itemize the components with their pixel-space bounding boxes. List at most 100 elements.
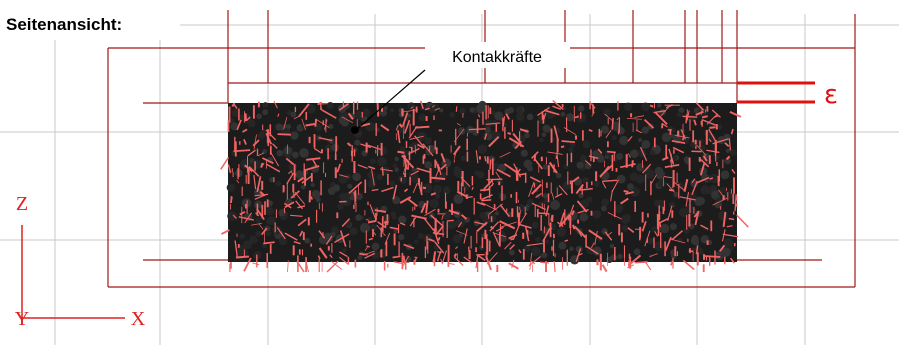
particle: [365, 122, 375, 132]
particle: [251, 160, 261, 170]
particle: [594, 181, 600, 187]
particle: [362, 109, 370, 117]
particle: [669, 202, 676, 209]
force-line: [561, 146, 564, 147]
particle: [603, 108, 611, 116]
force-line: [509, 263, 519, 268]
particle: [291, 112, 297, 118]
particle: [672, 156, 677, 161]
particle: [550, 200, 560, 210]
particle: [617, 254, 623, 260]
particle: [654, 241, 664, 251]
particle: [601, 198, 609, 206]
particle: [311, 183, 315, 187]
particle: [557, 227, 566, 236]
particle: [715, 251, 724, 260]
particle: [418, 114, 426, 122]
particle: [690, 140, 699, 149]
particle: [389, 180, 395, 186]
particle: [393, 164, 397, 168]
force-line: [278, 134, 291, 135]
particle: [583, 214, 588, 219]
particle: [542, 252, 548, 258]
particle: [292, 152, 299, 159]
particle: [470, 107, 475, 112]
particle: [331, 144, 339, 152]
particle: [407, 102, 415, 110]
force-line: [686, 114, 687, 123]
particle: [376, 174, 383, 181]
force-line: [554, 261, 555, 272]
particle: [256, 218, 261, 223]
force-line: [607, 152, 616, 153]
particle: [521, 150, 528, 157]
particle: [459, 108, 465, 114]
particle: [227, 211, 237, 221]
particle: [641, 102, 650, 111]
particle: [532, 222, 539, 229]
particle: [276, 150, 283, 157]
particle: [400, 146, 405, 151]
particle: [576, 162, 583, 169]
strain-label: ε: [824, 80, 838, 110]
force-line: [430, 178, 445, 179]
particle: [504, 109, 510, 115]
particle: [458, 127, 466, 135]
particle: [304, 238, 310, 244]
particle: [239, 234, 245, 240]
particle: [647, 238, 653, 244]
particle: [700, 185, 709, 194]
particle: [542, 132, 547, 137]
particle: [485, 127, 491, 133]
force-line: [439, 237, 440, 240]
particle: [615, 204, 624, 213]
particle: [255, 231, 261, 237]
force-line: [704, 256, 721, 257]
particle: [263, 102, 269, 108]
particle: [272, 226, 281, 235]
particle: [265, 231, 270, 236]
particle: [601, 126, 609, 134]
particle: [630, 150, 638, 158]
particle: [582, 177, 589, 184]
particle: [258, 132, 266, 140]
force-line: [284, 208, 285, 213]
force-line: [603, 265, 607, 272]
force-line: [447, 220, 454, 221]
particle: [636, 163, 644, 171]
particle: [266, 207, 274, 215]
particle: [523, 160, 532, 169]
particle: [540, 138, 544, 142]
particle: [724, 238, 733, 247]
particle: [610, 244, 615, 249]
particle: [394, 167, 399, 172]
particle: [535, 237, 540, 242]
particle: [444, 188, 449, 193]
particle: [625, 214, 631, 220]
force-line: [481, 200, 491, 201]
force-line: [602, 180, 617, 181]
particle: [656, 171, 664, 179]
force-line: [709, 127, 715, 128]
particle: [545, 240, 549, 244]
particle: [433, 185, 442, 194]
particle: [516, 107, 523, 114]
particle: [356, 193, 363, 200]
force-line: [246, 113, 247, 121]
force-line: [540, 262, 549, 263]
particle: [528, 231, 532, 235]
particle: [650, 150, 655, 155]
z-label: Z: [16, 193, 28, 215]
particle: [328, 187, 336, 195]
particle: [352, 172, 361, 181]
particle: [423, 234, 432, 243]
particle: [569, 247, 573, 251]
particle: [578, 193, 583, 198]
particle: [461, 156, 466, 161]
force-line: [729, 219, 734, 220]
force-line: [624, 191, 629, 192]
force-line: [562, 141, 575, 142]
particle: [299, 148, 309, 158]
particle: [430, 199, 439, 208]
particle: [478, 144, 488, 154]
